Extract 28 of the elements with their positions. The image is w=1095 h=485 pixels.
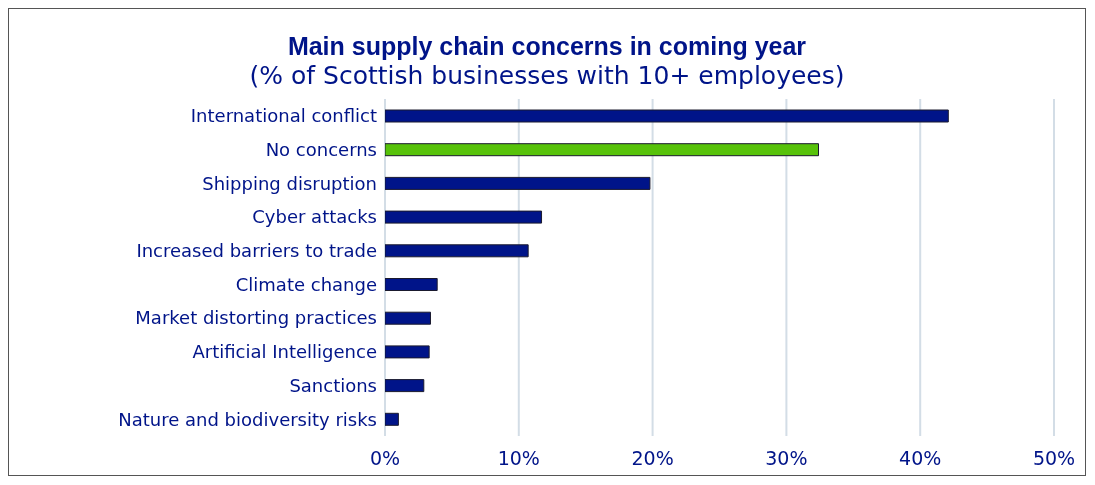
y-tick-label: Cyber attacks: [252, 206, 377, 228]
bar: [385, 311, 431, 325]
y-tick-label: Artificial Intelligence: [192, 341, 377, 363]
y-tick-label: Increased barriers to trade: [136, 240, 377, 262]
bar: [385, 244, 529, 258]
y-tick-label: Nature and biodiversity risks: [118, 408, 377, 430]
y-tick-label: International conflict: [190, 105, 377, 127]
bar: [385, 176, 651, 190]
x-tick-label: 50%: [1032, 447, 1076, 470]
y-tick-label: Sanctions: [289, 374, 377, 396]
y-tick-label: Shipping disruption: [202, 172, 377, 194]
x-tick-label: 10%: [497, 447, 540, 470]
bar: [385, 109, 949, 123]
bar: [385, 143, 820, 157]
bar: [385, 278, 438, 291]
y-tick-label: No concerns: [265, 138, 377, 160]
chart-subtitle: (% of Scottish businesses with 10+ employees): [248, 61, 846, 91]
chart-title: Main supply chain concerns in coming year: [286, 31, 808, 61]
y-tick-label: Market distorting practices: [135, 307, 377, 329]
x-tick-label: 20%: [631, 447, 674, 470]
x-tick-label: 30%: [765, 447, 808, 470]
bar: [385, 379, 425, 393]
bar: [385, 210, 543, 224]
x-tick-label: 0%: [369, 447, 401, 470]
bar: [385, 412, 399, 426]
y-tick-label: Climate change: [235, 273, 377, 295]
bar: [385, 345, 430, 359]
x-tick-label: 40%: [899, 447, 942, 470]
